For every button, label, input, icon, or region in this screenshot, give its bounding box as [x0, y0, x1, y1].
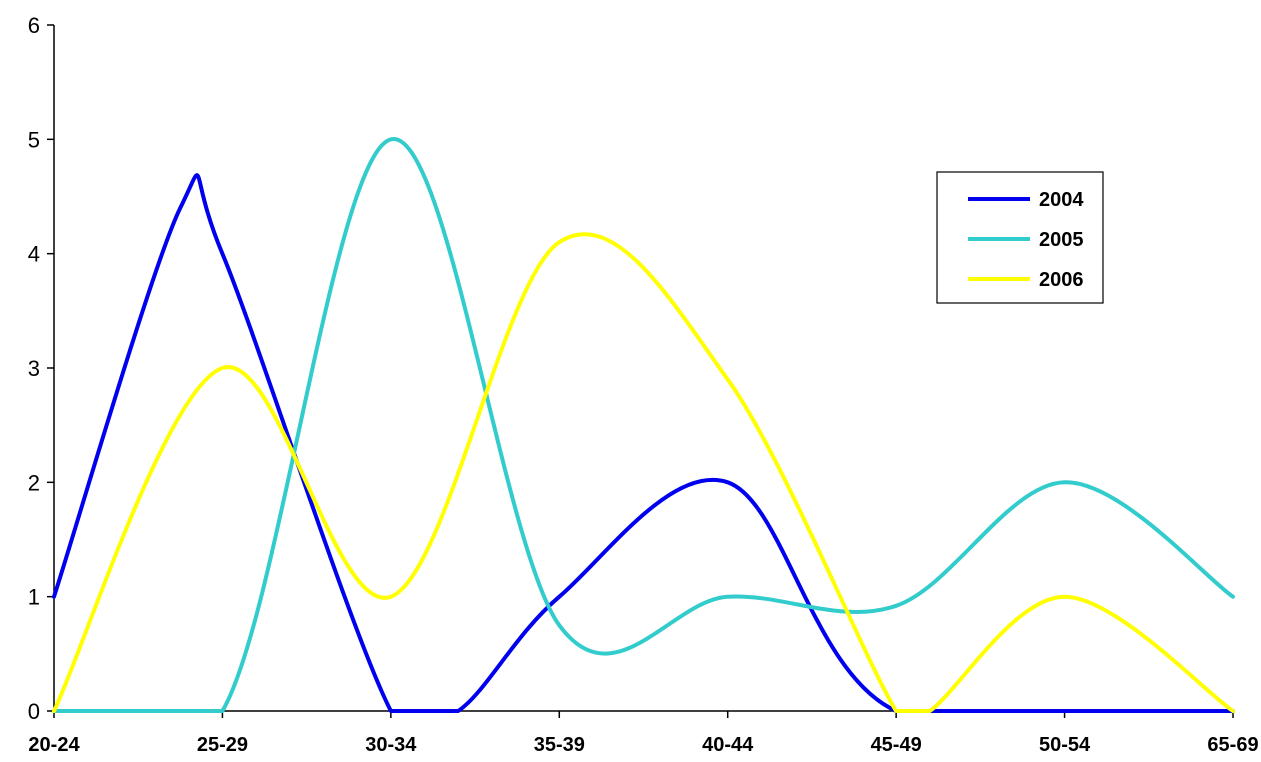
y-tick-label: 0: [28, 699, 40, 724]
series-line-2004: [52, 173, 1235, 714]
legend-label-2006: 2006: [1039, 269, 1084, 291]
x-tick-label: 50-54: [1039, 734, 1091, 756]
x-tick-label: 30-34: [365, 734, 417, 756]
x-tick-label: 65-69: [1207, 734, 1258, 756]
y-tick-label: 3: [28, 356, 40, 381]
x-tick-label: 45-49: [871, 734, 922, 756]
legend-label-2004: 2004: [1039, 189, 1084, 211]
series-layer: [52, 137, 1235, 714]
x-tick-label: 20-24: [28, 734, 80, 756]
y-tick-label: 2: [28, 470, 40, 495]
series-line-2005: [52, 137, 1235, 714]
y-tick-label: 4: [28, 242, 40, 267]
y-tick-label: 1: [28, 585, 40, 610]
legend-label-2005: 2005: [1039, 229, 1084, 251]
series-line-2006: [52, 232, 1235, 714]
x-tick-label: 25-29: [197, 734, 248, 756]
x-tick-label: 35-39: [534, 734, 585, 756]
y-tick-label: 5: [28, 127, 40, 152]
y-tick-label: 6: [28, 13, 40, 38]
legend: 2004 2005 2006: [936, 171, 1104, 304]
x-tick-label: 40-44: [702, 734, 754, 756]
x-ticks: 20-24 25-29 30-34 35-39 40-44 45-49 50-54 65-69: [28, 711, 1259, 756]
y-ticks: 0 1 2 3 4 5 6: [28, 13, 54, 724]
